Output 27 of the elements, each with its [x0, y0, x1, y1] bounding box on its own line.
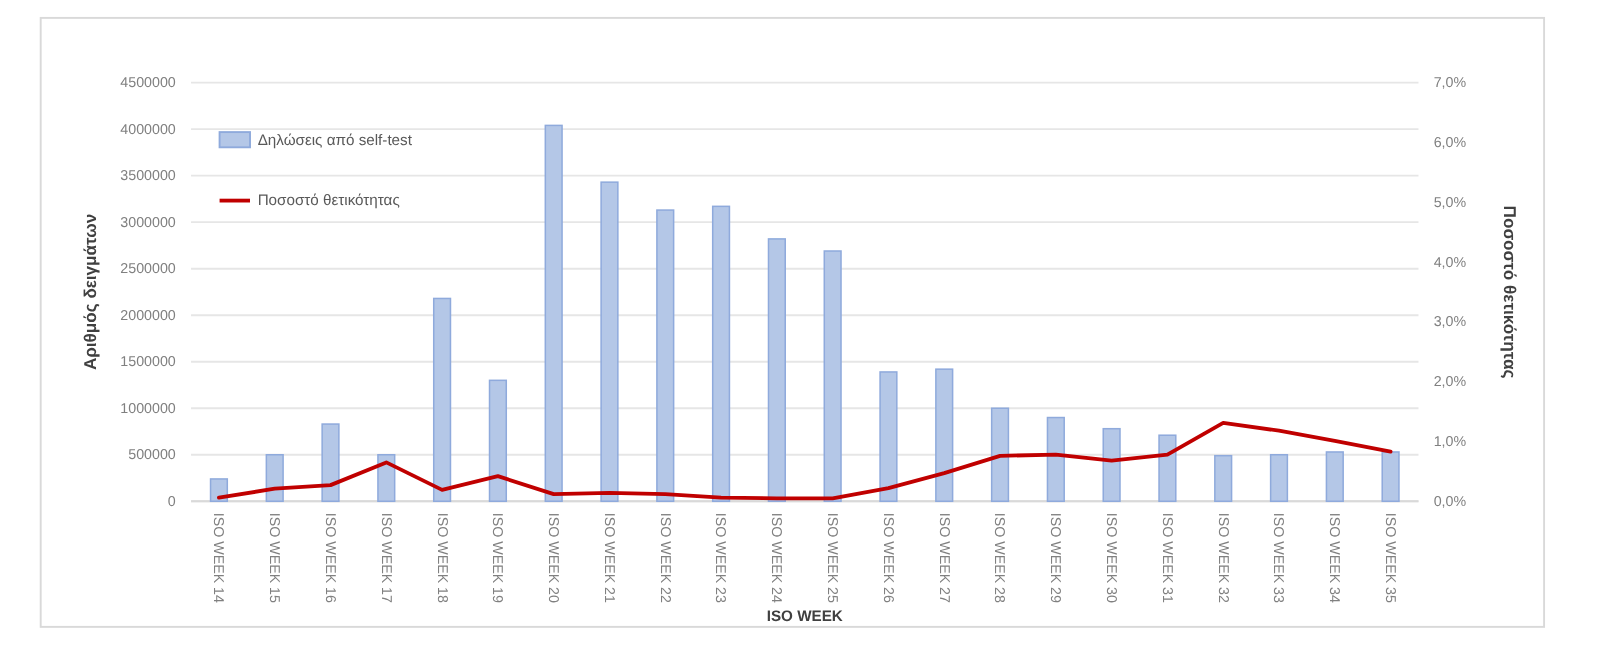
- line-series: [217, 421, 1393, 501]
- bar: [600, 181, 619, 503]
- bar: [711, 205, 731, 503]
- bar: [209, 478, 229, 503]
- bar: [1214, 454, 1233, 503]
- bar: [488, 379, 508, 503]
- x-axis-title: ISO WEEK: [766, 607, 844, 626]
- bar: [321, 423, 340, 503]
- bar: [1102, 427, 1121, 503]
- bar: [1158, 434, 1177, 503]
- bar: [544, 124, 563, 503]
- bar: [879, 371, 898, 503]
- y2-axis-title: Ποσοστό θετικότητας: [1500, 205, 1521, 380]
- bar: [767, 238, 786, 503]
- bar: [265, 454, 284, 503]
- legend-label: Ποσοστό θετικότητας: [257, 191, 401, 210]
- bar: [432, 297, 452, 503]
- bar: [823, 250, 842, 503]
- bar: [935, 368, 954, 503]
- bar: [990, 407, 1010, 503]
- bar: [1381, 451, 1400, 503]
- y-axis-title: Αριθμός δειγμάτων: [79, 213, 100, 371]
- legend-label: Δηλώσεις από self-test: [257, 130, 414, 149]
- bar: [1269, 454, 1289, 503]
- bar: [1325, 451, 1344, 503]
- bar: [656, 209, 675, 503]
- bar: [1046, 416, 1065, 503]
